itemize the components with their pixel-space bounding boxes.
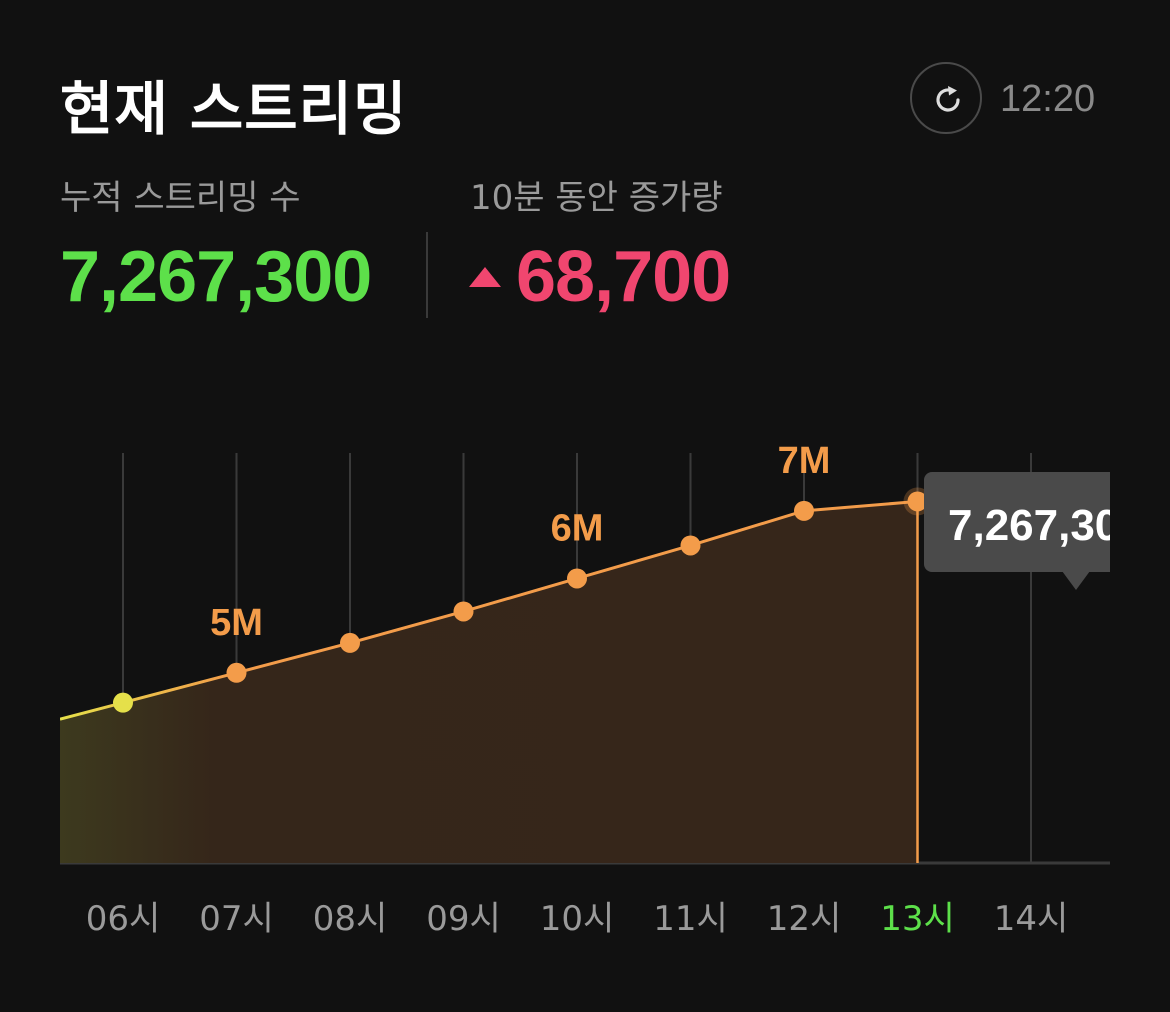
- data-point: [113, 692, 133, 713]
- data-point: [226, 662, 247, 683]
- data-point: [453, 601, 474, 622]
- data-point: [907, 491, 928, 512]
- x-tick-label: 11시: [653, 899, 728, 939]
- tooltip-pointer: [1062, 571, 1090, 590]
- x-tick-label: 06시: [86, 899, 161, 939]
- data-point: [340, 632, 360, 653]
- chart-area-fill: [60, 501, 918, 863]
- refresh-icon: [936, 86, 960, 112]
- delta-streams-label: 10분 동안 증가량: [470, 178, 723, 218]
- x-tick-label: 13시: [880, 899, 955, 939]
- x-tick-label: 12시: [767, 899, 842, 939]
- data-point: [567, 568, 587, 589]
- x-tick-label: 14시: [994, 899, 1069, 939]
- x-tick-label: 09시: [426, 899, 501, 939]
- delta-streams-value: 68,700: [516, 237, 731, 317]
- data-point: [680, 535, 701, 556]
- milestone-label: 6M: [551, 507, 604, 549]
- x-tick-label: 08시: [313, 899, 388, 939]
- tooltip-value: 7,267,300: [948, 501, 1144, 550]
- milestone-label: 5M: [210, 602, 263, 644]
- page-title: 현재 스트리밍: [60, 75, 408, 143]
- triangle-up-icon: [469, 267, 501, 287]
- refresh-button[interactable]: [910, 62, 982, 134]
- milestone-label: 7M: [778, 440, 831, 482]
- stats-divider: [426, 232, 428, 318]
- x-tick-label: 07시: [199, 899, 274, 939]
- tooltip: 7,267,300: [924, 472, 1144, 590]
- update-time: 12:20: [1000, 78, 1096, 120]
- total-streams-label: 누적 스트리밍 수: [60, 178, 301, 218]
- total-streams-value: 7,267,300: [60, 237, 372, 317]
- data-point: [794, 500, 814, 521]
- x-tick-label: 10시: [540, 899, 615, 939]
- tooltip-box: [924, 472, 1110, 572]
